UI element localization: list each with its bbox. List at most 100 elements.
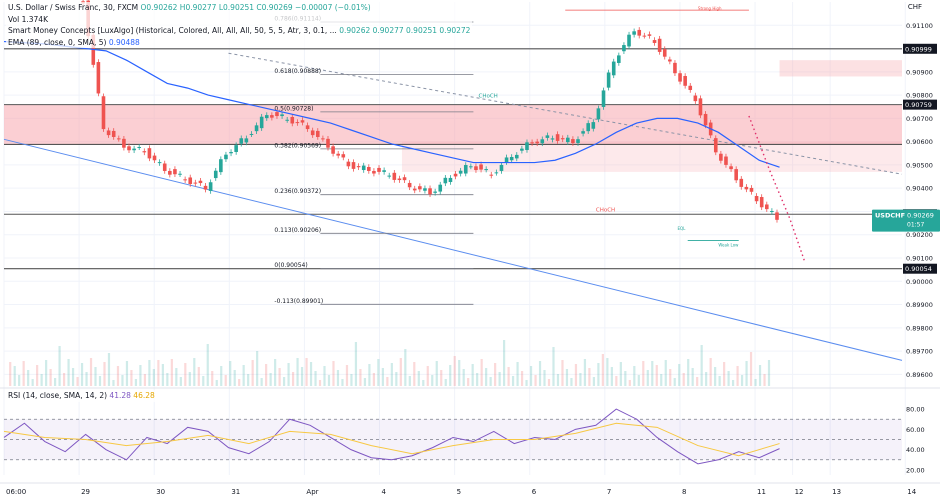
candle-body	[678, 73, 682, 82]
candle-body	[168, 170, 172, 175]
candle-body	[377, 167, 381, 172]
candle-body	[438, 184, 443, 192]
y-tick-label: 0.89800	[906, 324, 933, 332]
candle-body	[719, 153, 723, 161]
volume-bar	[85, 372, 88, 386]
candle-body	[734, 169, 738, 181]
axis-marker-bg	[903, 263, 937, 274]
candle-body	[208, 182, 213, 191]
choch-label: CHoCH	[479, 93, 498, 99]
candle-body	[367, 167, 371, 171]
volume-bar	[597, 363, 600, 386]
candle-body	[387, 175, 392, 177]
candle-body	[652, 40, 657, 43]
x-tick-label: 30	[156, 488, 165, 496]
volume-bar	[610, 367, 613, 386]
candle-body	[754, 195, 759, 202]
candle-body	[193, 182, 198, 184]
ema-row: EMA (89, close, 0, SMA, 5) 0.90488	[8, 37, 470, 49]
volume-bar	[718, 376, 721, 386]
candle-body	[229, 151, 233, 154]
candle-body	[642, 35, 647, 37]
volume-bar	[574, 364, 578, 386]
candle-body	[759, 197, 764, 208]
volume-bar	[413, 362, 416, 386]
candle-body	[285, 119, 289, 121]
volume-bar	[143, 374, 147, 386]
fib-label: 0.236(0.90372)	[274, 188, 321, 195]
volume-bar	[359, 369, 362, 386]
volume-bar	[256, 351, 259, 386]
volume-bar	[633, 366, 636, 386]
y-tick-label: 0.91100	[906, 22, 933, 30]
candle-body	[239, 138, 244, 144]
volume-bar	[22, 361, 25, 386]
volume-bar	[58, 346, 61, 386]
candle-body	[520, 148, 524, 151]
x-tick-label: 7	[607, 488, 611, 496]
volume-bar	[31, 379, 34, 386]
volume-bar	[45, 360, 48, 386]
candle-body	[622, 45, 626, 52]
volume-bar	[323, 366, 326, 386]
volume-bar	[754, 379, 757, 386]
volume-bar	[175, 368, 178, 386]
ema-line	[3, 40, 780, 168]
volume-bar	[179, 377, 182, 386]
eql-label: EQL	[678, 226, 687, 231]
volume-bar	[125, 361, 129, 386]
volume-bar	[727, 371, 730, 386]
candle-body	[550, 138, 555, 140]
volume-bar	[202, 376, 205, 386]
candle-body	[310, 130, 315, 136]
volume-bar	[552, 347, 555, 386]
candle-body	[668, 59, 672, 62]
volume-bar	[251, 360, 254, 386]
weak-low-label: Weak Low	[718, 242, 739, 247]
candle-body	[514, 154, 519, 159]
volume-bar	[547, 379, 551, 386]
volume-bar	[449, 365, 452, 386]
volume-bar	[615, 376, 618, 386]
candle-body	[545, 135, 550, 138]
volume-bar	[736, 366, 739, 386]
volume-bar	[538, 361, 542, 386]
volume-bar	[485, 368, 488, 386]
volume-bar	[112, 380, 115, 386]
candle-body	[576, 139, 580, 144]
volume-bar	[390, 363, 393, 386]
candle-body	[504, 157, 509, 163]
volume-bar	[206, 344, 209, 386]
volume-bar	[152, 369, 155, 386]
y-tick-label: 0.90500	[906, 161, 933, 169]
volume-bar	[682, 373, 685, 386]
candle-body	[219, 159, 223, 173]
price-tag-symbol: USDCHF	[875, 212, 905, 220]
candle-body	[729, 166, 733, 170]
candle-body	[698, 98, 703, 116]
x-tick-label: Apr	[306, 488, 318, 496]
dashed-trend-line	[228, 52, 903, 175]
candle-body	[581, 131, 585, 134]
candle-body	[137, 146, 142, 148]
candle-body	[152, 155, 157, 161]
volume-bar	[471, 364, 474, 386]
volume-bar	[655, 365, 658, 386]
volume-bar	[296, 358, 299, 386]
volume-bar	[624, 371, 627, 386]
candle-body	[764, 204, 769, 210]
candle-body	[111, 130, 116, 137]
candle-body	[739, 178, 744, 187]
volume-bar	[520, 371, 524, 386]
candle-body	[361, 165, 366, 171]
volume-bar	[691, 368, 694, 386]
x-tick-label: 11	[757, 488, 766, 496]
candle-body	[346, 161, 351, 167]
fib-label: 0.618(0.90888)	[274, 68, 321, 75]
candle-body	[775, 212, 779, 220]
volume-bar	[511, 376, 515, 386]
volume-bar	[696, 377, 699, 386]
volume-bar	[628, 380, 631, 386]
